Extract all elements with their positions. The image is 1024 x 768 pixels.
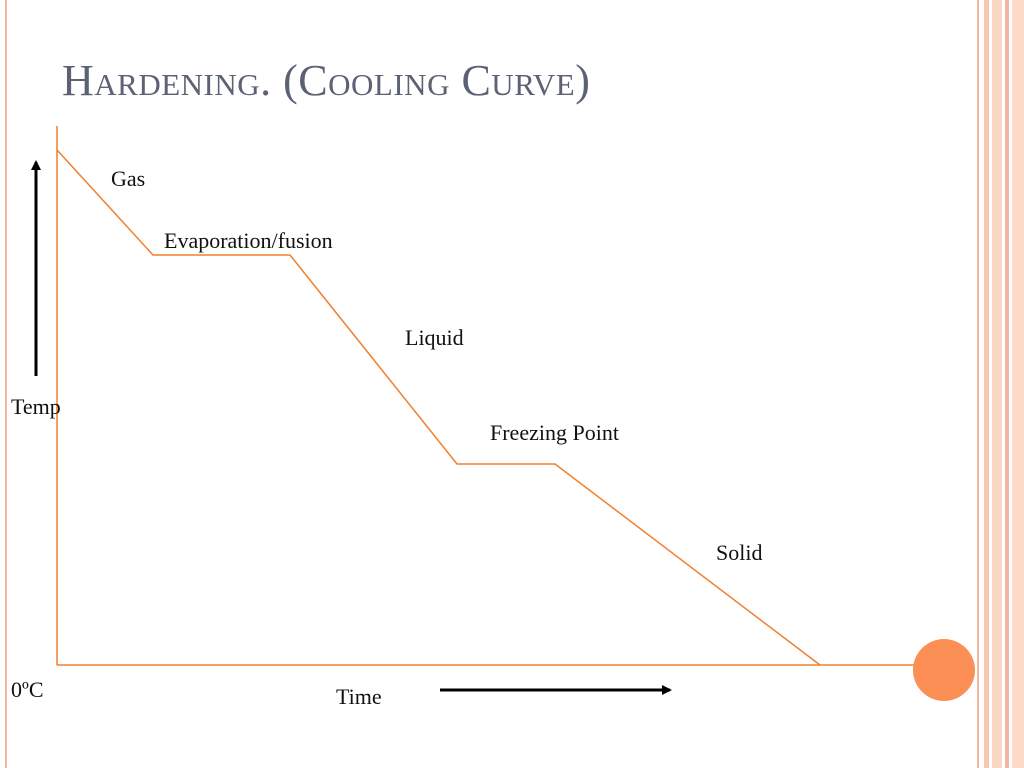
left-border-rule: [5, 0, 7, 768]
label-liquid: Liquid: [405, 325, 464, 350]
label-solid: Solid: [716, 540, 763, 565]
label-gas: Gas: [111, 166, 146, 191]
y-axis-label: Temp: [11, 394, 61, 419]
decorative-circle: [913, 639, 975, 701]
label-freezing-point: Freezing Point: [490, 420, 619, 445]
zero-degree-label: 0ºC: [11, 677, 44, 702]
cooling-curve-line: [56, 149, 821, 666]
slide-title: Hardening. (Cooling Curve): [62, 56, 591, 105]
x-axis-label: Time: [336, 684, 382, 709]
right-border-stripe: [1005, 0, 1009, 768]
right-border-stripe: [984, 0, 989, 768]
right-border-stripe: [992, 0, 1002, 768]
label-evaporation-fusion: Evaporation/fusion: [164, 228, 333, 253]
right-border-stripe: [977, 0, 979, 768]
right-border-stripe: [1012, 0, 1024, 768]
